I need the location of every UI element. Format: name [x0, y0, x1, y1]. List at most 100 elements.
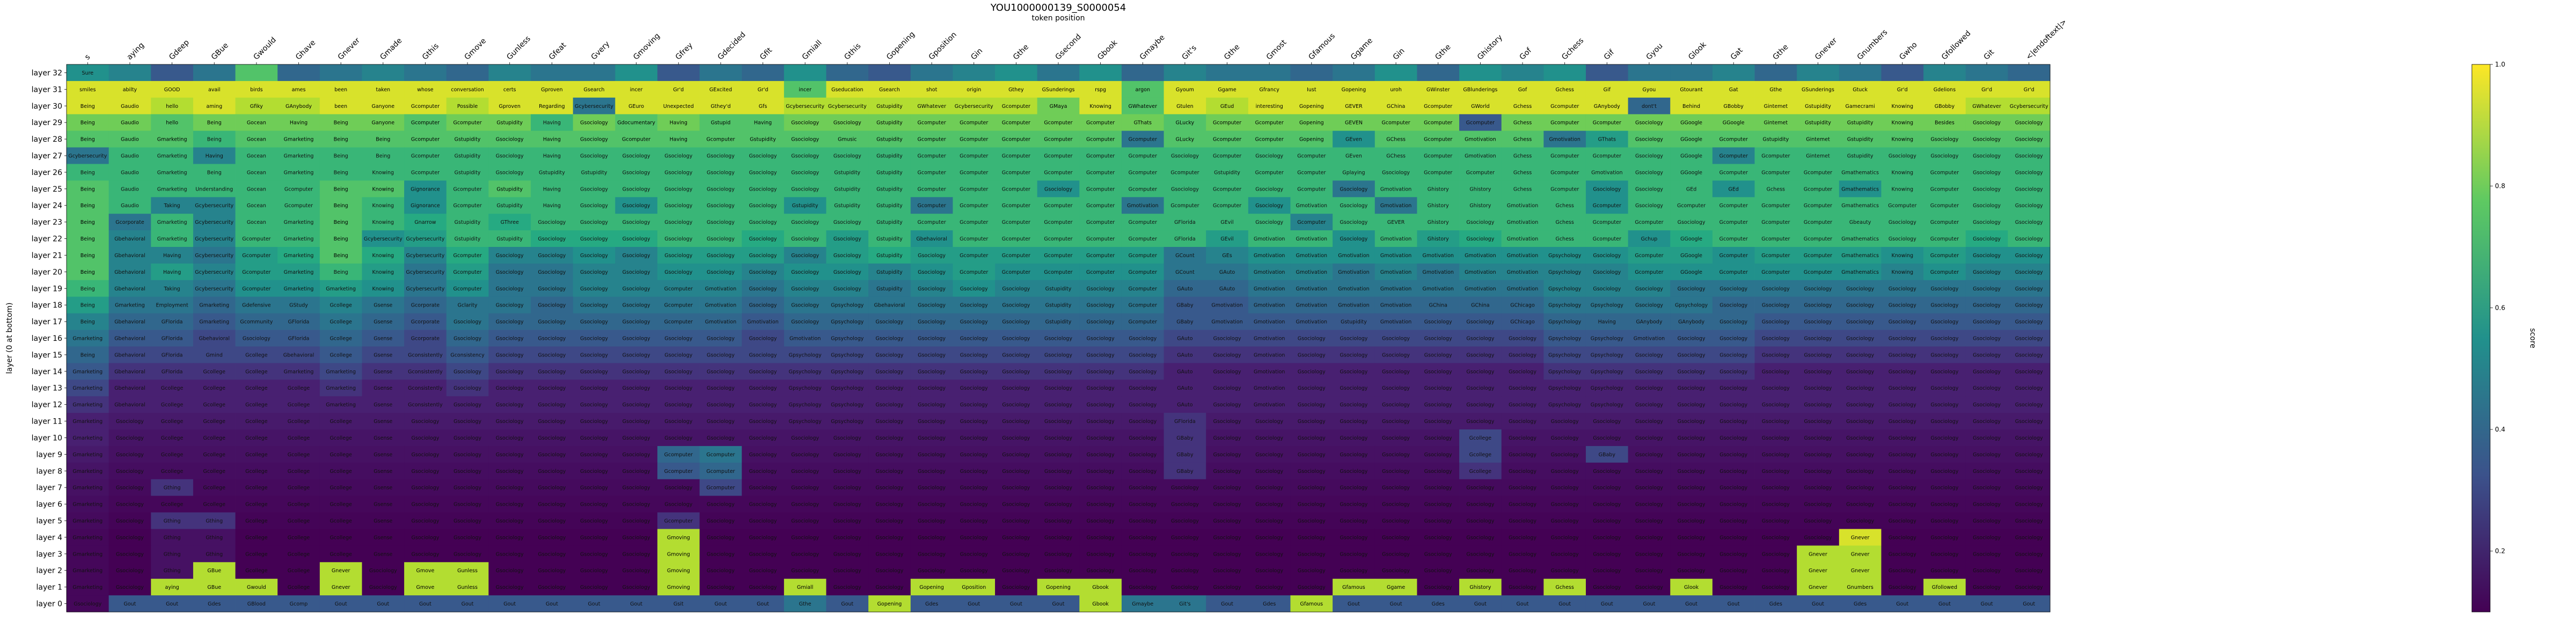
heatmap-cell [1459, 97, 1502, 115]
heatmap-cell-label: Gmotivation [1296, 319, 1327, 325]
heatmap-cell [995, 130, 1038, 148]
heatmap-cell-label: Gopening [1299, 104, 1324, 110]
colorbar-tick-label: 0.8 [2495, 183, 2505, 190]
heatmap-cell-label: been [334, 87, 347, 93]
heatmap-cell-label: Gsociology [1340, 336, 1368, 342]
heatmap-cell-label: Gsociology [1846, 352, 1874, 358]
heatmap-cell-label: Gopening [1342, 87, 1366, 93]
heatmap-cell-label: Gsociology [1340, 568, 1368, 574]
heatmap-cell [488, 164, 531, 181]
heatmap-cell [488, 180, 531, 198]
heatmap-cell-label: Gcomputer [917, 220, 946, 225]
heatmap-cell-label: Gsociology [1424, 452, 1452, 458]
heatmap-cell-label: Gcomputer [1550, 104, 1579, 110]
heatmap-cell-label: Gsociology [1551, 419, 1579, 425]
heatmap-cell-label: Gout [1981, 601, 1993, 607]
heatmap-cell [2008, 214, 2051, 231]
heatmap-cell [1585, 130, 1629, 148]
heatmap-cell-label: Gstupidity [876, 203, 903, 209]
heatmap-cell-label: GCount [1175, 269, 1195, 275]
heatmap-cell [235, 180, 278, 198]
heatmap-cell-label: Gpsychology [1548, 286, 1582, 292]
heatmap-cell-label: Gsociology [833, 485, 861, 491]
heatmap-cell [615, 180, 658, 198]
heatmap-cell-label: Gintemet [1806, 154, 1830, 159]
heatmap-cell-label: Gsociology [1973, 485, 2001, 491]
heatmap-cell [699, 214, 742, 231]
heatmap-cell-label: Gsociology [960, 352, 988, 358]
heatmap-cell-label: Being [334, 137, 348, 143]
heatmap-cell [1628, 81, 1671, 98]
heatmap-cell-label: Gsociology [1930, 385, 1958, 391]
heatmap-cell-label: Gstupidity [876, 186, 903, 192]
heatmap-cell-label: Gsociology [1719, 286, 1747, 292]
heatmap-cell [573, 263, 616, 281]
heatmap-cell-label: GFlorida [162, 352, 183, 358]
heatmap-cell-label: Gsociology [1635, 519, 1663, 524]
heatmap-cell [573, 130, 616, 148]
heatmap-cell-label: Having [670, 137, 687, 143]
heatmap-cell [573, 81, 616, 98]
heatmap-cell-label: Gbehavioral [114, 253, 145, 259]
heatmap-cell-label: interesting [1256, 104, 1283, 110]
heatmap-cell-label: Gsociology [580, 519, 608, 524]
heatmap-cell-label: Gsociology [411, 469, 439, 475]
heatmap-cell-label: Gsociology [1129, 435, 1157, 441]
heatmap-cell-label: Ggame [1218, 87, 1236, 93]
heatmap-cell [1965, 180, 2008, 198]
heatmap-cell [319, 81, 362, 98]
heatmap-cell-label: Gout [1558, 601, 1571, 607]
heatmap-cell [404, 97, 447, 115]
heatmap-cell-label: Gsociology [1930, 502, 1958, 508]
heatmap-cell-label: Gsociology [1213, 469, 1241, 475]
heatmap-cell [1754, 164, 1797, 181]
heatmap-cell-label: Gsociology [496, 402, 524, 408]
heatmap-cell-label: Gcollege [161, 502, 184, 508]
heatmap-cell [742, 147, 785, 164]
heatmap-cell [1121, 64, 1164, 82]
heatmap-cell-label: Gstupidity [876, 154, 903, 159]
heatmap-cell [1121, 130, 1164, 148]
heatmap-cell [235, 97, 278, 115]
heatmap-cell-label: Gsociology [1213, 568, 1241, 574]
heatmap-cell-label: Gsociology [749, 585, 777, 590]
heatmap-cell [615, 130, 658, 148]
heatmap-cell [1374, 180, 1417, 198]
heatmap-cell [151, 64, 194, 82]
heatmap-cell-label: Gcomputer [960, 253, 988, 259]
heatmap-cell-label: Gsociology [453, 419, 481, 425]
heatmap-cell-label: Gmotivation [1423, 286, 1454, 292]
heatmap-cell-label: Gsociology [918, 269, 946, 275]
heatmap-cell [1501, 81, 1544, 98]
heatmap-cell [910, 197, 953, 214]
heatmap-cell [235, 214, 278, 231]
heatmap-cell-label: Gsociology [960, 402, 988, 408]
heatmap-cell-label: Gsociology [1340, 551, 1368, 557]
heatmap-cell [235, 81, 278, 98]
heatmap-cell-label: Gsociology [875, 485, 903, 491]
heatmap-cell-label: Gsociology [1762, 519, 1790, 524]
heatmap-cell-label: Gcomputer [453, 120, 481, 126]
heatmap-cell-label: Gcomputer [1635, 253, 1663, 259]
heatmap-cell-label: Gcomputer [1044, 120, 1072, 126]
heatmap-cell [2008, 97, 2051, 115]
x-tick-label: Gif [1602, 48, 1616, 62]
heatmap-cell-label: Gsociology [1255, 502, 1283, 508]
heatmap-cell-label: Gstupidity [1805, 120, 1831, 126]
heatmap-cell-label: Gsociology [580, 585, 608, 590]
heatmap-cell [1797, 147, 1840, 164]
heatmap-cell-label: Gsociology [1509, 502, 1536, 508]
heatmap-cell-label: Gcomputer [1930, 203, 1959, 209]
heatmap-cell-label: Gsociology [1635, 452, 1663, 458]
heatmap-cell [1923, 230, 1966, 247]
heatmap-cell-label: Being [334, 236, 348, 242]
heatmap-cell-label: Gsociology [1973, 551, 2001, 557]
heatmap-cell-label: Gcomputer [917, 203, 946, 209]
heatmap-cell-label: Gsociology [1382, 419, 1410, 425]
heatmap-cell-label: Gstupidity [455, 154, 481, 159]
heatmap-cell-label: Gsociology [749, 154, 777, 159]
heatmap-cell [193, 197, 236, 214]
heatmap-cell-label: Gstupidity [455, 137, 481, 143]
heatmap-cell-label: Gsociology [580, 568, 608, 574]
heatmap-cell-label: Gsociology [918, 352, 946, 358]
